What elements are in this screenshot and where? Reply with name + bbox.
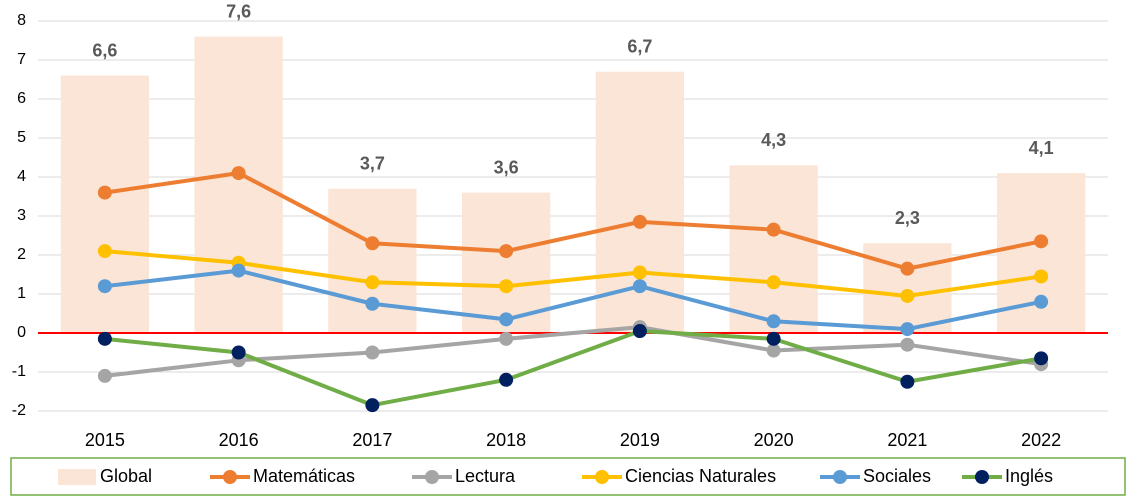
marker bbox=[766, 331, 781, 346]
marker bbox=[365, 398, 380, 413]
legend-label: Ciencias Naturales bbox=[625, 466, 776, 486]
marker bbox=[632, 214, 647, 229]
data-label: 6,7 bbox=[627, 36, 652, 56]
marker bbox=[365, 296, 380, 311]
line bbox=[104, 325, 1042, 378]
marker bbox=[900, 337, 915, 352]
x-tick-label: 2016 bbox=[219, 430, 259, 450]
y-tick-label: 7 bbox=[17, 51, 26, 68]
marker bbox=[499, 331, 514, 346]
bar bbox=[328, 188, 417, 333]
legend-marker bbox=[595, 470, 609, 484]
y-tick-label: 2 bbox=[17, 246, 26, 263]
legend-label: Global bbox=[100, 466, 152, 486]
marker bbox=[97, 279, 112, 294]
y-tick-label: 6 bbox=[17, 90, 26, 107]
x-tick-label: 2020 bbox=[754, 430, 794, 450]
legend-label: Lectura bbox=[455, 466, 516, 486]
line bbox=[104, 171, 1042, 271]
marker bbox=[97, 185, 112, 200]
marker bbox=[97, 368, 112, 383]
legend-label: Inglés bbox=[1005, 466, 1053, 486]
marker bbox=[231, 345, 246, 360]
marker bbox=[499, 372, 514, 387]
marker bbox=[365, 275, 380, 290]
line bbox=[104, 249, 1042, 298]
marker bbox=[365, 236, 380, 251]
y-tick-label: 8 bbox=[17, 12, 26, 29]
data-label: 7,6 bbox=[226, 1, 251, 21]
legend-label: Matemáticas bbox=[253, 466, 355, 486]
bar bbox=[60, 75, 150, 333]
marker bbox=[900, 374, 915, 389]
marker bbox=[1034, 234, 1049, 249]
legend-marker bbox=[833, 470, 847, 484]
marker bbox=[632, 324, 647, 339]
y-tick-label: 0 bbox=[17, 324, 26, 341]
marker bbox=[365, 345, 380, 360]
y-tick-label: 5 bbox=[17, 129, 26, 146]
data-label: 4,1 bbox=[1029, 138, 1054, 158]
y-tick-label: 1 bbox=[17, 285, 26, 302]
marker bbox=[632, 279, 647, 294]
marker bbox=[231, 166, 246, 181]
legend-box bbox=[10, 457, 1126, 496]
marker bbox=[766, 275, 781, 290]
y-tick-label: 4 bbox=[17, 168, 26, 185]
marker bbox=[499, 312, 514, 327]
legend-label: Sociales bbox=[863, 466, 931, 486]
y-tick-label: 3 bbox=[17, 207, 26, 224]
line bbox=[104, 329, 1042, 408]
data-label: 3,7 bbox=[360, 153, 385, 173]
marker bbox=[97, 244, 112, 259]
legend-swatch bbox=[58, 469, 96, 485]
data-label: 2,3 bbox=[895, 208, 920, 228]
marker bbox=[1034, 351, 1049, 366]
data-label: 4,3 bbox=[761, 130, 786, 150]
bar bbox=[729, 165, 818, 333]
marker bbox=[499, 279, 514, 294]
x-tick-label: 2021 bbox=[887, 430, 927, 450]
bar bbox=[194, 36, 283, 333]
marker bbox=[499, 244, 514, 259]
y-tick-label: -1 bbox=[12, 363, 26, 380]
marker bbox=[766, 343, 781, 358]
x-tick-label: 2015 bbox=[85, 430, 125, 450]
marker bbox=[632, 265, 647, 280]
marker bbox=[900, 322, 915, 337]
x-tick-label: 2017 bbox=[352, 430, 392, 450]
marker bbox=[1034, 269, 1049, 284]
marker bbox=[97, 331, 112, 346]
marker bbox=[1034, 294, 1049, 309]
y-tick-label: -2 bbox=[12, 402, 26, 419]
x-tick-label: 2019 bbox=[620, 430, 660, 450]
bar bbox=[461, 192, 551, 333]
x-tick-label: 2018 bbox=[486, 430, 526, 450]
marker bbox=[766, 314, 781, 329]
bar bbox=[863, 243, 952, 333]
x-tick-label: 2022 bbox=[1021, 430, 1061, 450]
marker bbox=[900, 261, 915, 276]
line bbox=[104, 268, 1042, 332]
legend-marker bbox=[223, 470, 237, 484]
marker bbox=[900, 288, 915, 303]
legend-marker bbox=[975, 470, 989, 484]
marker bbox=[231, 263, 246, 278]
data-label: 3,6 bbox=[494, 157, 519, 177]
marker bbox=[766, 222, 781, 237]
legend-marker bbox=[425, 470, 439, 484]
data-label: 6,6 bbox=[92, 40, 117, 60]
